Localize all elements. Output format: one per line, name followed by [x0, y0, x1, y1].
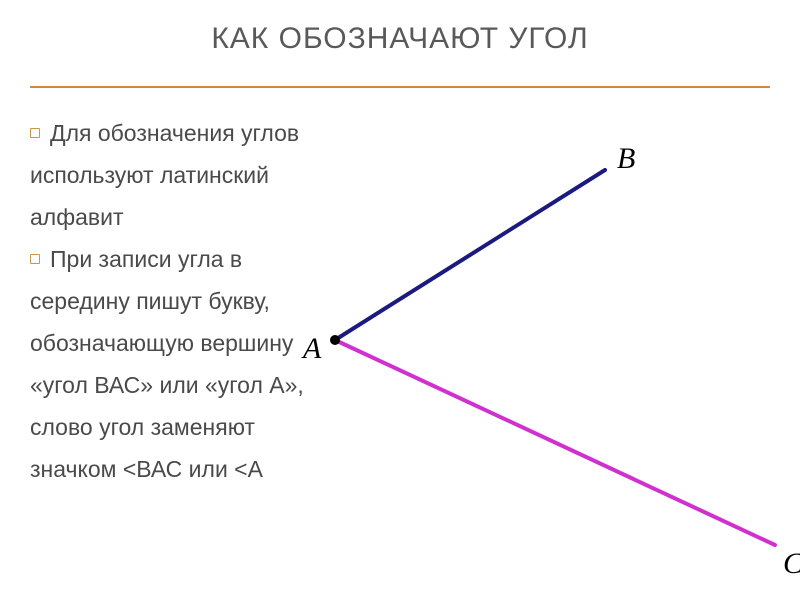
ray-ac	[335, 340, 775, 545]
ray-ab	[335, 170, 605, 340]
body-line-text: слово угол заменяют	[30, 414, 255, 441]
bullet-icon	[30, 254, 40, 264]
body-line-text: алфавит	[30, 204, 124, 231]
vertex-marker	[330, 335, 340, 345]
angle-diagram: A B C	[245, 115, 800, 585]
body-line-text: При записи угла в	[50, 246, 242, 273]
body-line-text: значком <ВАС или <А	[30, 456, 263, 483]
label-a: A	[301, 332, 322, 365]
page-title: КАК ОБОЗНАЧАЮТ УГОЛ	[0, 22, 800, 56]
body-line-text: середину пишут букву,	[30, 288, 270, 315]
label-c: C	[783, 547, 800, 580]
title-text: КАК ОБОЗНАЧАЮТ УГОЛ	[211, 22, 588, 55]
body-line-text: используют латинский	[30, 162, 269, 189]
title-divider	[30, 86, 770, 88]
label-b: B	[617, 142, 635, 175]
bullet-icon	[30, 128, 40, 138]
